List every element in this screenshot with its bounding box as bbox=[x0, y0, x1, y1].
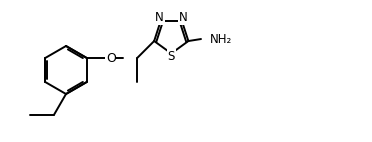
Text: N: N bbox=[155, 11, 164, 24]
Text: S: S bbox=[168, 50, 175, 63]
Text: N: N bbox=[179, 11, 187, 24]
Text: NH₂: NH₂ bbox=[210, 33, 232, 46]
Text: O: O bbox=[106, 52, 116, 64]
